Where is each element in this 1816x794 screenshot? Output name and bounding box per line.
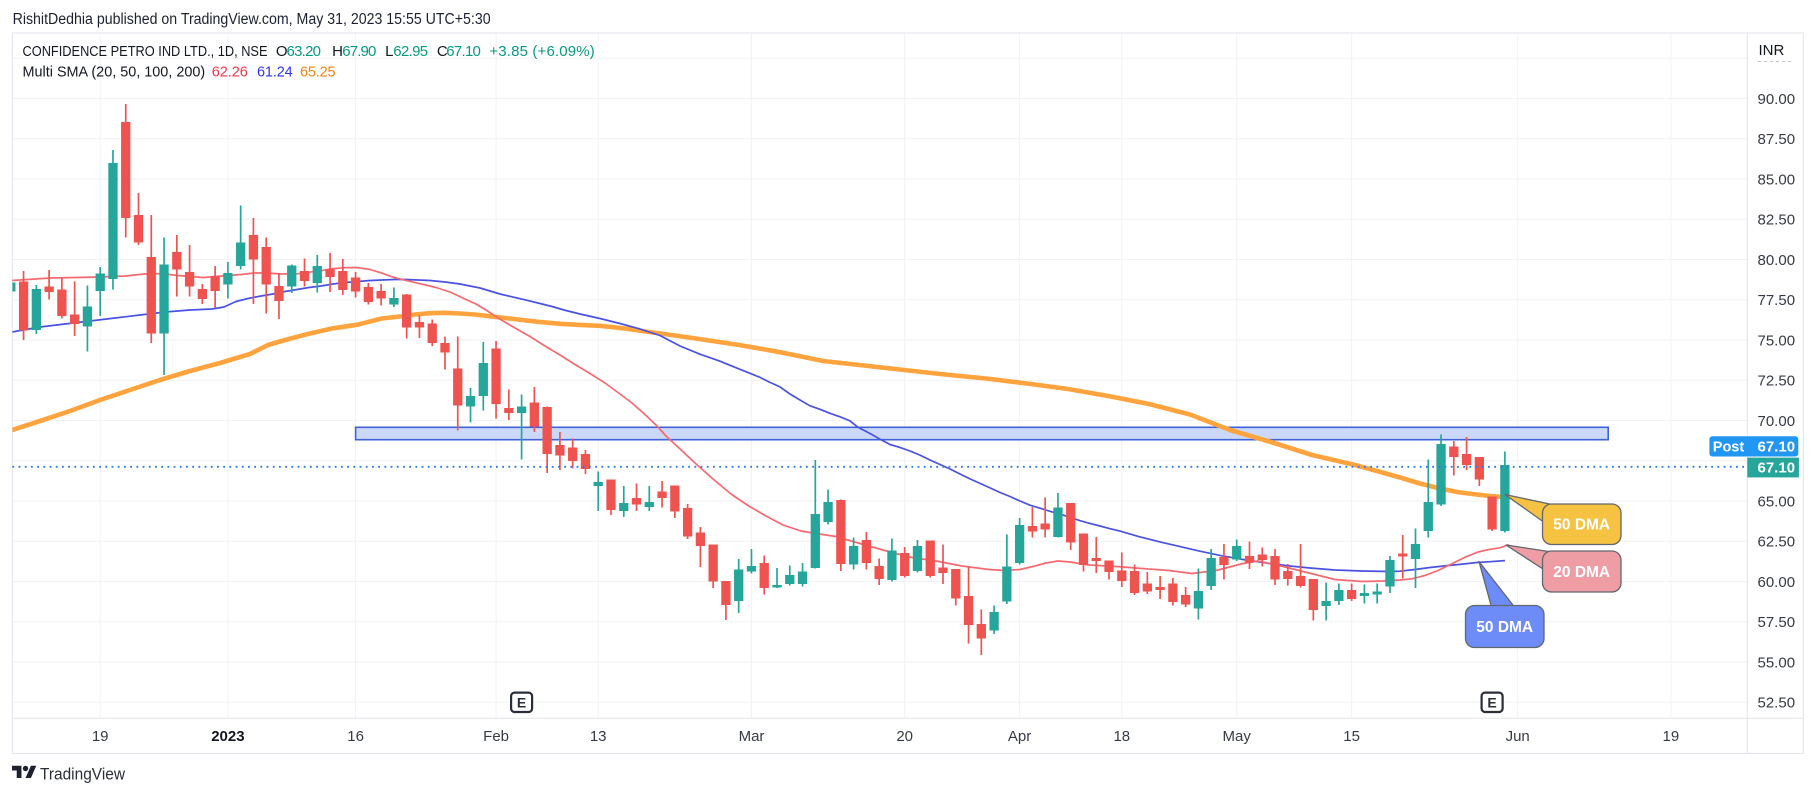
svg-text:55.00: 55.00	[1758, 654, 1796, 671]
svg-text:67.90: 67.90	[342, 43, 376, 60]
svg-text:C: C	[437, 43, 448, 60]
svg-text:Apr: Apr	[1008, 728, 1031, 745]
svg-text:20: 20	[896, 728, 913, 745]
svg-text:20 DMA: 20 DMA	[1553, 564, 1610, 581]
svg-text:CONFIDENCE PETRO IND LTD., 1D,: CONFIDENCE PETRO IND LTD., 1D, NSE	[23, 44, 268, 60]
svg-text:70.00: 70.00	[1758, 413, 1796, 430]
svg-text:65.00: 65.00	[1758, 493, 1796, 510]
svg-text:75.00: 75.00	[1758, 332, 1796, 349]
svg-text:57.50: 57.50	[1758, 614, 1796, 631]
svg-text:RishitDedhia published on Trad: RishitDedhia published on TradingView.co…	[13, 11, 491, 28]
svg-text:E: E	[1487, 694, 1496, 710]
svg-text:2023: 2023	[211, 728, 244, 745]
svg-text:13: 13	[590, 728, 607, 745]
svg-text:H: H	[332, 43, 343, 60]
svg-text:87.50: 87.50	[1758, 131, 1796, 148]
svg-text:Post: Post	[1713, 439, 1745, 455]
svg-text:Feb: Feb	[483, 728, 509, 745]
svg-text:62.95: 62.95	[393, 43, 428, 60]
svg-text:72.50: 72.50	[1758, 373, 1796, 390]
svg-text:62.26: 62.26	[212, 65, 248, 81]
svg-text:E: E	[517, 694, 526, 710]
svg-text:60.00: 60.00	[1758, 574, 1796, 591]
svg-text:May: May	[1223, 728, 1252, 745]
svg-text:Jun: Jun	[1506, 728, 1530, 745]
svg-text:Multi SMA (20, 50, 100, 200): Multi SMA (20, 50, 100, 200)	[23, 65, 206, 81]
svg-text:62.50: 62.50	[1758, 534, 1796, 551]
svg-text:Mar: Mar	[739, 728, 765, 745]
svg-text:52.50: 52.50	[1758, 695, 1796, 712]
svg-text:82.50: 82.50	[1758, 212, 1796, 229]
svg-text:77.50: 77.50	[1758, 292, 1796, 309]
svg-text:90.00: 90.00	[1758, 91, 1796, 108]
svg-text:TradingView: TradingView	[40, 766, 125, 784]
svg-text:67.10: 67.10	[1758, 439, 1796, 456]
svg-text:L: L	[385, 43, 393, 60]
svg-text:67.10: 67.10	[1758, 460, 1796, 477]
svg-text:19: 19	[1663, 728, 1680, 745]
svg-text:61.24: 61.24	[257, 65, 293, 81]
svg-text:O: O	[276, 43, 288, 60]
svg-text:16: 16	[347, 728, 364, 745]
svg-text:15: 15	[1343, 728, 1360, 745]
svg-text:65.25: 65.25	[300, 65, 336, 81]
svg-text:80.00: 80.00	[1758, 252, 1796, 269]
svg-text:67.10: 67.10	[446, 43, 481, 60]
svg-text:19: 19	[92, 728, 109, 745]
svg-text:50 DMA: 50 DMA	[1476, 619, 1533, 636]
svg-text:85.00: 85.00	[1758, 171, 1796, 188]
svg-text:63.20: 63.20	[287, 43, 322, 60]
svg-text:+3.85 (+6.09%): +3.85 (+6.09%)	[489, 43, 594, 60]
svg-text:INR: INR	[1759, 42, 1785, 59]
svg-text:18: 18	[1113, 728, 1130, 745]
svg-text:50 DMA: 50 DMA	[1553, 517, 1610, 534]
